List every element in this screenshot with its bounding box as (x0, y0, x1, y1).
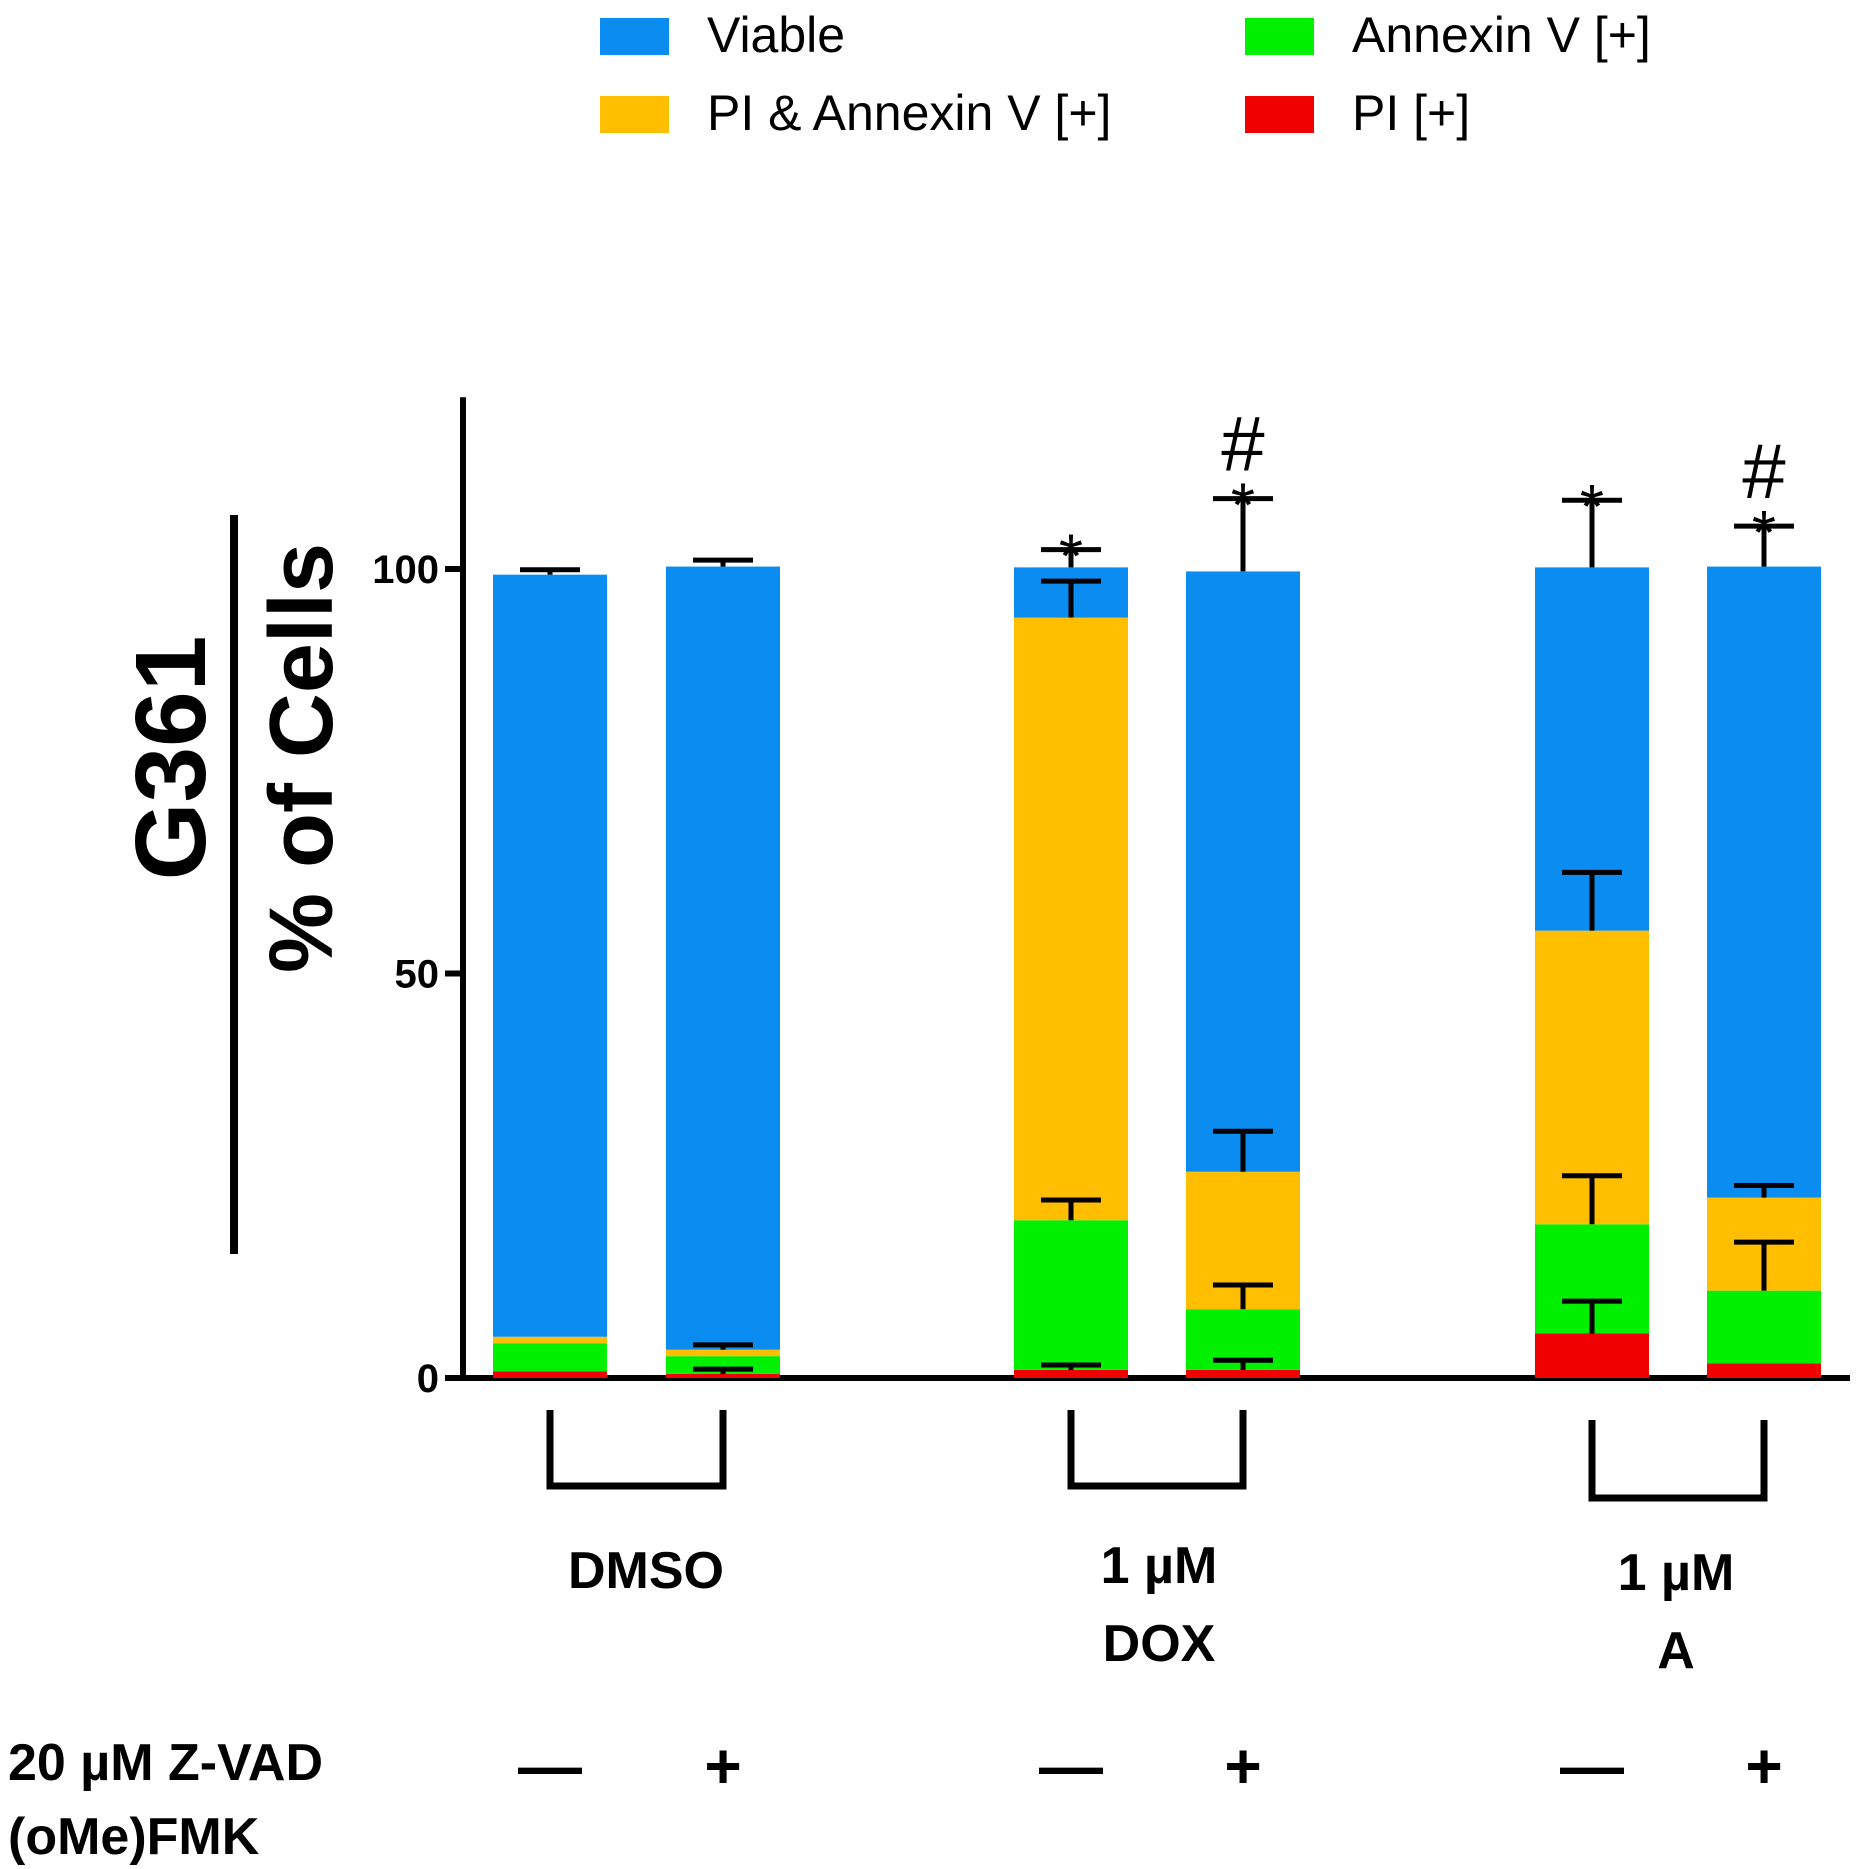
y-axis-title-line1: G361 (115, 636, 227, 881)
legend-label: Annexin V [+] (1352, 7, 1651, 63)
bar-segment (1707, 566, 1821, 1198)
bar-segment (493, 1336, 607, 1344)
bar-segment (1186, 571, 1300, 1172)
group-bracket (1588, 1420, 1768, 1502)
treatment-plus: + (1224, 1730, 1261, 1802)
group-brackets (546, 1410, 1768, 1502)
legend-swatch (600, 18, 669, 55)
group-label: DOX (1103, 1615, 1216, 1673)
bar-segment (493, 574, 607, 1337)
group-label: DMSO (568, 1542, 724, 1600)
bar-segment (1535, 1333, 1649, 1378)
bar-segment (1014, 1220, 1128, 1370)
legend-swatch (1245, 18, 1314, 55)
significance-marks: **#* *# (1059, 400, 1786, 592)
bar-segment (666, 1373, 780, 1378)
treatment-label: (oMe)FMK (8, 1808, 260, 1866)
treatment-row: 20 µM Z-VAD (oMe)FMK — + — + — + (8, 1730, 1783, 1866)
group-bracket (1067, 1410, 1247, 1490)
legend-swatch (600, 96, 669, 133)
bar-segment (1014, 617, 1128, 1221)
legend-label: PI & Annexin V [+] (707, 85, 1111, 141)
bar-segment (1014, 1369, 1128, 1378)
bar-segment (493, 1343, 607, 1372)
significance-star: * (1752, 499, 1776, 568)
group-label: 1 µM (1618, 1544, 1735, 1602)
error-bars (520, 496, 1794, 1374)
treatment-plus: + (704, 1730, 741, 1802)
treatment-plus: + (1745, 1730, 1782, 1802)
bar-segment (1707, 1290, 1821, 1364)
group-bracket (546, 1410, 727, 1490)
bars (493, 566, 1821, 1378)
significance-star: * (1580, 473, 1604, 542)
y-tick-label: 50 (395, 953, 440, 997)
bar-segment (666, 566, 780, 1350)
group-labels: DMSO 1 µM DOX 1 µM A (568, 1537, 1734, 1680)
legend-swatch (1245, 96, 1314, 133)
bar-segment (1186, 1369, 1300, 1378)
y-axis-title: G361 % of Cells (115, 515, 352, 1254)
bar-segment (1707, 1363, 1821, 1378)
treatment-minus: — (518, 1730, 582, 1802)
treatment-minus: — (1560, 1730, 1624, 1802)
treatment-minus: — (1039, 1730, 1103, 1802)
bar-segment (666, 1349, 780, 1357)
treatment-label: 20 µM Z-VAD (8, 1734, 323, 1792)
legend-label: Viable (707, 7, 845, 63)
significance-hash: # (1742, 427, 1785, 515)
bar-segment (493, 1371, 607, 1378)
group-label: A (1657, 1622, 1695, 1680)
significance-star: * (1231, 472, 1255, 541)
significance-hash: # (1221, 400, 1264, 488)
legend-label: PI [+] (1352, 85, 1470, 141)
group-label: 1 µM (1101, 1537, 1218, 1595)
significance-star: * (1059, 523, 1083, 592)
legend: Viable Annexin V [+] PI & Annexin V [+] PI … (600, 7, 1651, 141)
y-axis-title-line2: % of Cells (252, 543, 352, 973)
y-tick-label: 0 (417, 1357, 439, 1401)
y-tick-label: 100 (372, 548, 439, 592)
